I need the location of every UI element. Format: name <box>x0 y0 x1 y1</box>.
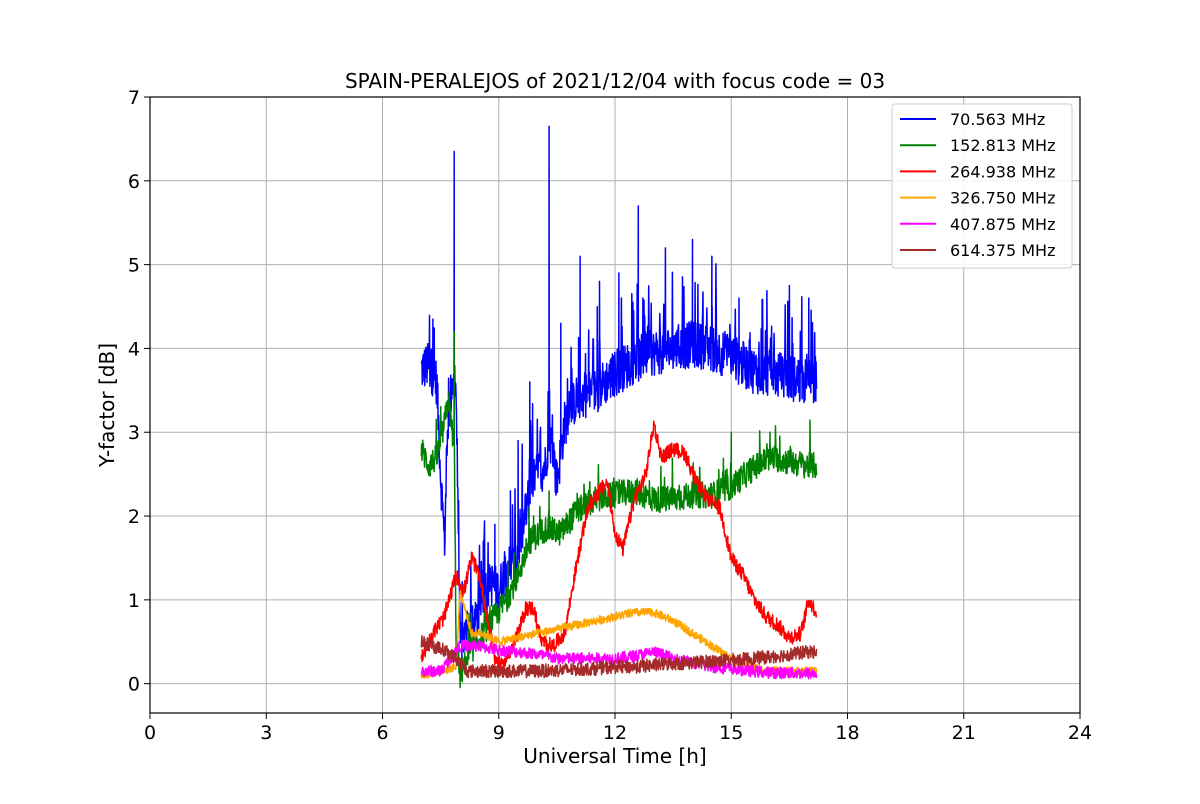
plot-area <box>420 125 818 689</box>
legend-box <box>891 103 1073 269</box>
x-axis: 0 3 6 9 12 15 18 21 24 <box>144 713 1092 744</box>
series-line-4 <box>420 639 818 680</box>
x-tick-label: 15 <box>719 722 743 744</box>
x-tick-label: 3 <box>260 722 272 744</box>
series-line-1 <box>420 330 818 689</box>
y-tick-label: 5 <box>128 255 140 277</box>
legend-label-5: 614.375 MHz <box>950 241 1055 260</box>
x-tick-label: 0 <box>144 722 156 744</box>
y-tick-label: 3 <box>128 422 140 444</box>
y-axis-label: Y-factor [dB] <box>95 343 119 468</box>
y-axis: 0 1 2 3 4 5 6 7 <box>128 87 150 696</box>
legend-label-0: 70.563 MHz <box>950 110 1045 129</box>
legend-label-2: 264.938 MHz <box>950 162 1055 181</box>
x-axis-label: Universal Time [h] <box>523 744 706 768</box>
series-line-5 <box>420 635 818 679</box>
y-tick-label: 4 <box>128 338 140 360</box>
chart-title: SPAIN-PERALEJOS of 2021/12/04 with focus… <box>345 69 885 93</box>
y-tick-label: 1 <box>128 590 140 612</box>
legend-label-4: 407.875 MHz <box>950 215 1055 234</box>
legend-label-1: 152.813 MHz <box>950 136 1055 155</box>
x-tick-label: 12 <box>603 722 627 744</box>
x-tick-label: 18 <box>835 722 859 744</box>
series-line-0 <box>420 125 818 660</box>
legend-label-3: 326.750 MHz <box>950 189 1055 208</box>
y-tick-label: 6 <box>128 171 140 193</box>
x-tick-label: 24 <box>1068 722 1092 744</box>
y-tick-label: 2 <box>128 506 140 528</box>
legend: 70.563 MHz 152.813 MHz 264.938 MHz 326.750 … <box>891 103 1073 269</box>
x-tick-label: 6 <box>376 722 388 744</box>
x-tick-label: 9 <box>493 722 505 744</box>
x-tick-label: 21 <box>952 722 976 744</box>
y-tick-label: 7 <box>128 87 140 109</box>
series-line-2 <box>420 420 818 674</box>
y-tick-label: 0 <box>128 674 140 696</box>
